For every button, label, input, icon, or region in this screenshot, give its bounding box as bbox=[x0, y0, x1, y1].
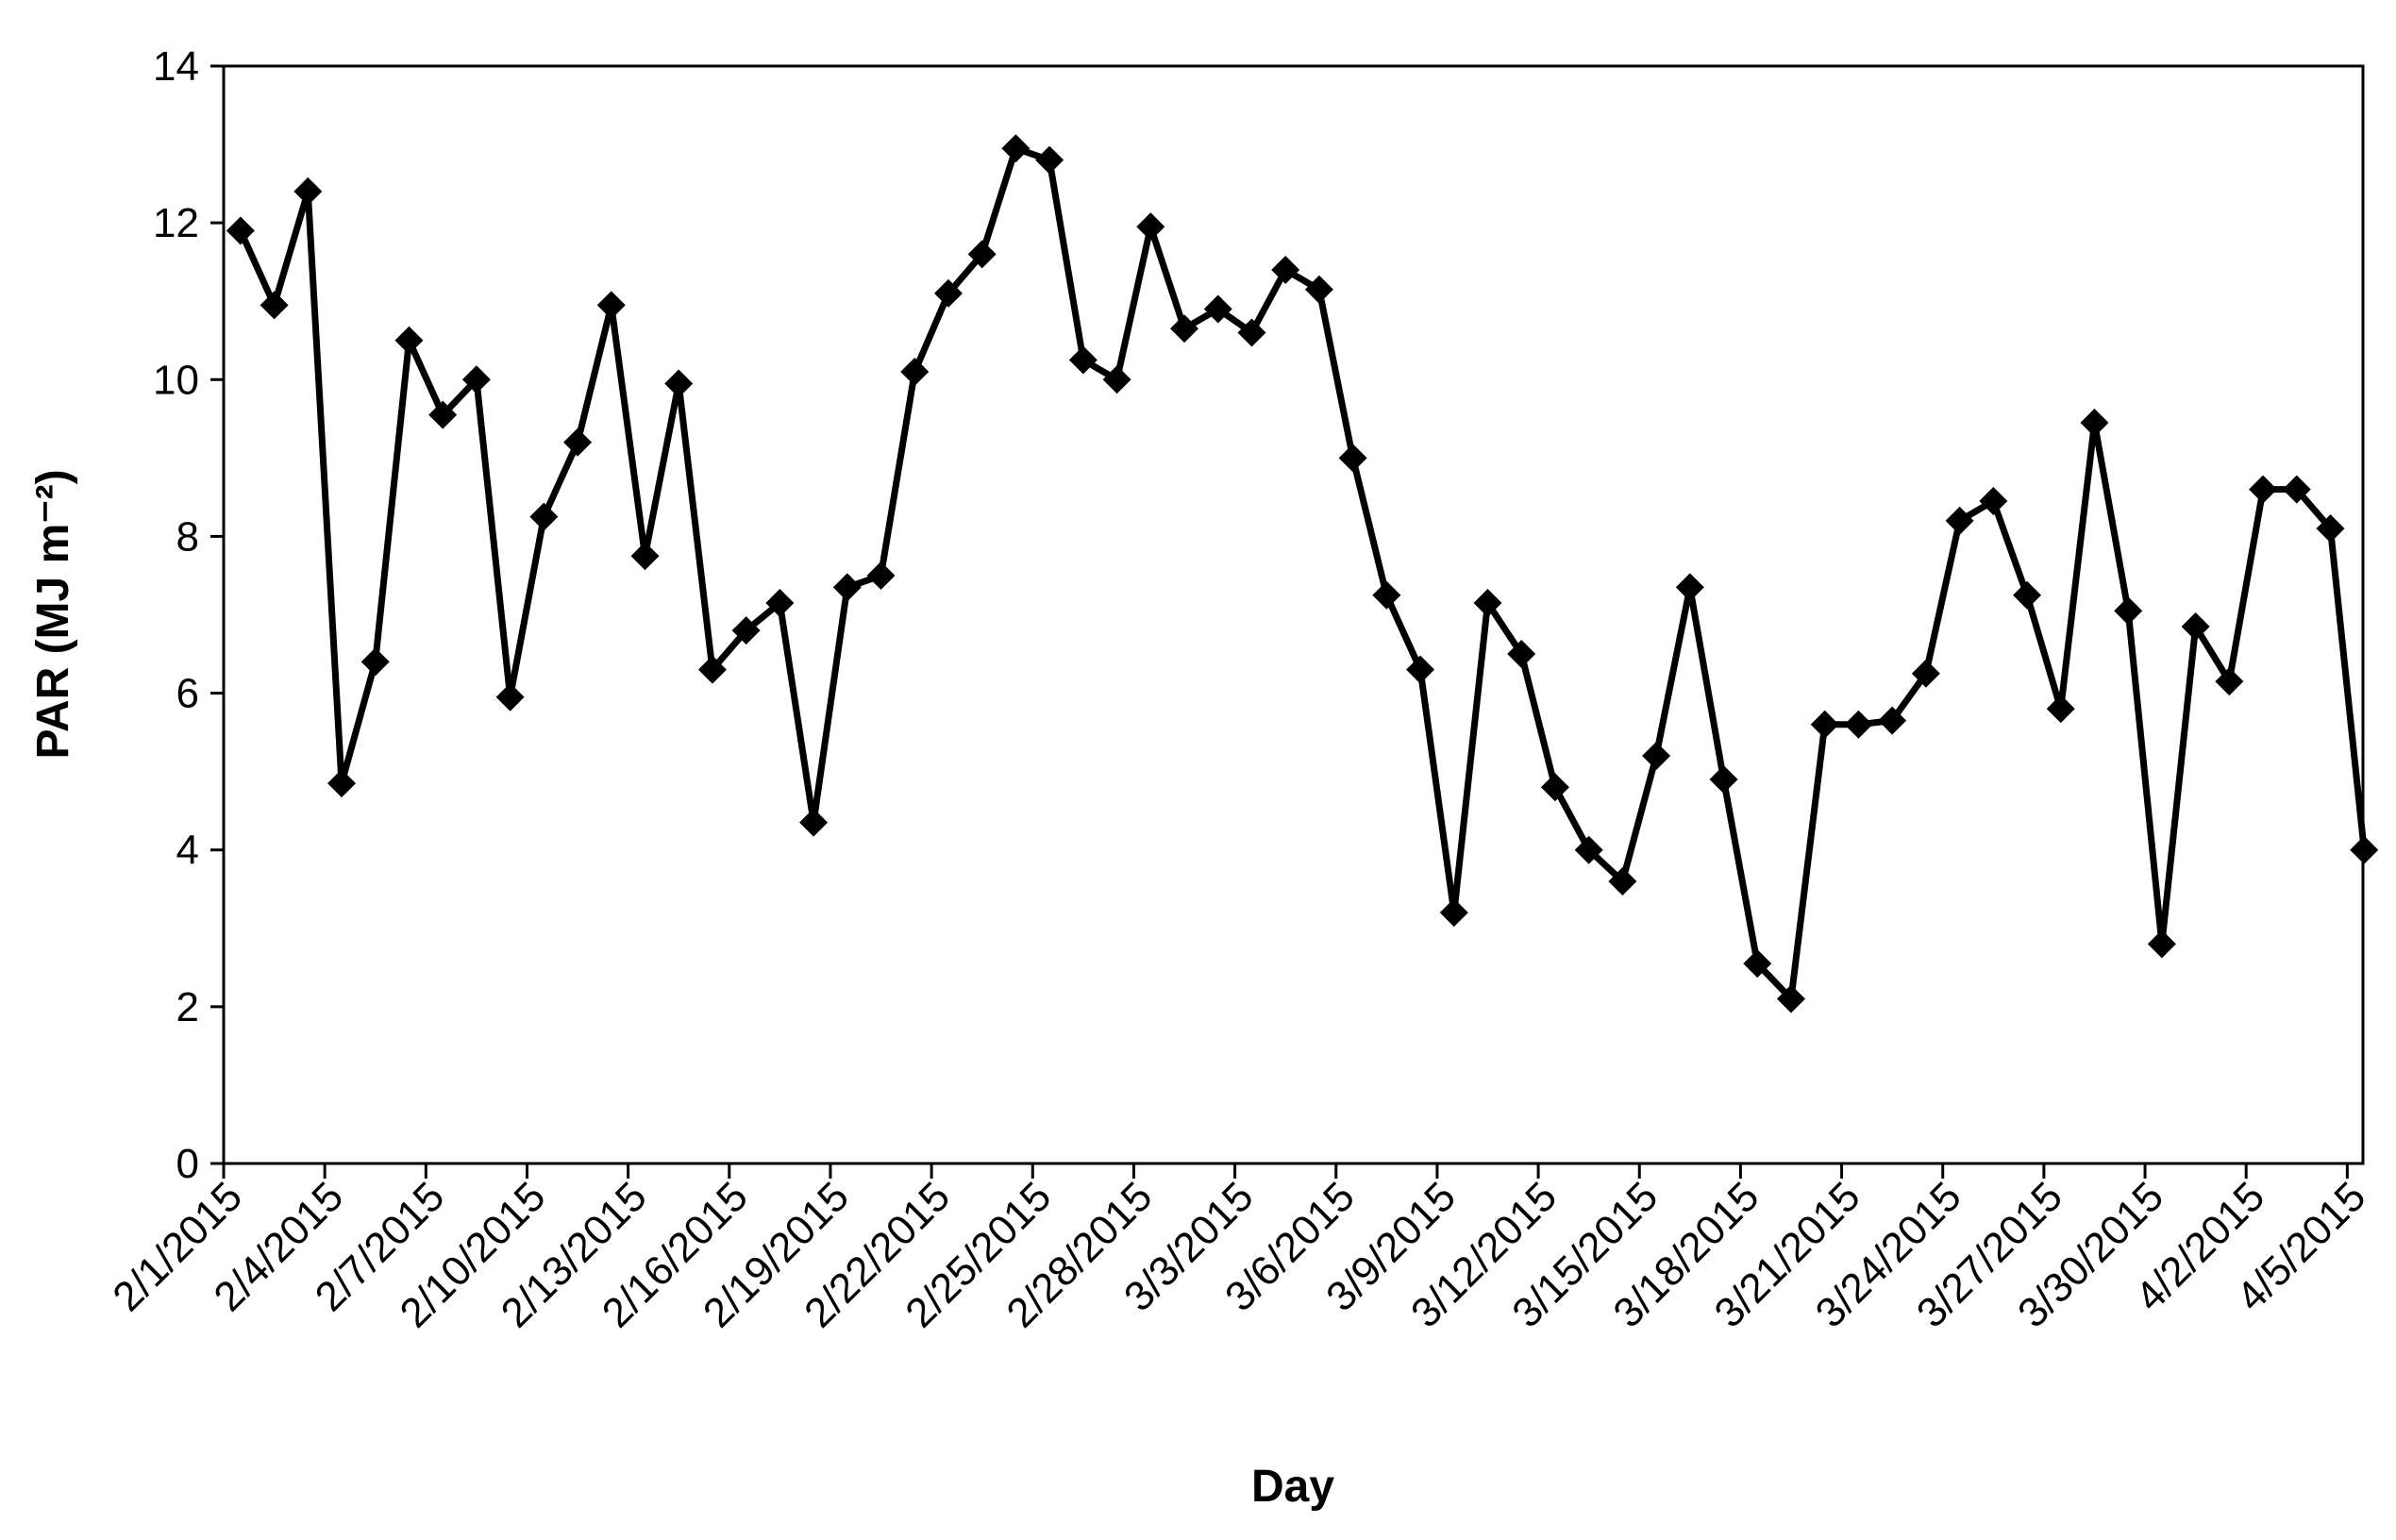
data-point bbox=[293, 176, 323, 206]
y-tick-label: 2 bbox=[176, 984, 199, 1030]
data-point bbox=[1304, 275, 1333, 304]
data-point bbox=[1473, 589, 1502, 618]
data-point bbox=[226, 216, 255, 245]
data-point bbox=[2316, 514, 2345, 544]
data-point bbox=[1642, 742, 1671, 771]
data-point bbox=[900, 357, 930, 386]
y-tick-label: 6 bbox=[176, 671, 199, 717]
data-point bbox=[1001, 134, 1030, 163]
y-axis-title: PAR (MJ m⁻²) bbox=[28, 469, 78, 759]
data-point bbox=[1979, 487, 2008, 516]
y-tick-label: 10 bbox=[153, 357, 199, 403]
data-point bbox=[2282, 475, 2311, 504]
data-point bbox=[461, 365, 491, 394]
data-point bbox=[765, 589, 795, 618]
data-point bbox=[832, 573, 862, 602]
data-point bbox=[1810, 710, 1839, 739]
data-point bbox=[1911, 659, 1940, 688]
series-line bbox=[237, 144, 2368, 1002]
data-point bbox=[1439, 898, 1468, 928]
data-point bbox=[1507, 640, 1536, 669]
data-point bbox=[1136, 212, 1165, 242]
data-point bbox=[1608, 866, 1637, 896]
data-point bbox=[1743, 949, 1772, 979]
data-point bbox=[1675, 573, 1704, 602]
data-markers bbox=[226, 134, 2379, 1013]
data-point bbox=[2046, 695, 2075, 724]
data-point bbox=[1878, 706, 1907, 735]
data-point bbox=[1068, 345, 1097, 375]
data-point bbox=[1271, 255, 1300, 284]
data-point bbox=[394, 326, 424, 355]
data-point bbox=[933, 278, 963, 308]
data-point bbox=[360, 647, 390, 677]
data-point bbox=[1776, 984, 1805, 1013]
data-point bbox=[1338, 444, 1367, 473]
data-point bbox=[1237, 318, 1266, 347]
data-point bbox=[664, 369, 694, 398]
data-point bbox=[1574, 835, 1603, 864]
y-tick-label: 8 bbox=[176, 513, 199, 560]
data-point bbox=[1170, 314, 1199, 343]
data-point bbox=[1709, 764, 1738, 794]
y-tick-label: 12 bbox=[153, 200, 199, 246]
data-point bbox=[1102, 365, 1131, 394]
y-tick-label: 0 bbox=[176, 1141, 199, 1187]
data-point bbox=[630, 542, 660, 571]
x-axis: 2/1/20152/4/20152/7/20152/10/20152/13/20… bbox=[104, 1163, 2374, 1336]
data-point bbox=[697, 655, 727, 684]
data-point bbox=[1540, 773, 1569, 802]
data-point bbox=[1406, 655, 1435, 684]
data-point bbox=[1035, 145, 1064, 175]
data-point bbox=[428, 400, 458, 429]
data-point bbox=[866, 561, 896, 590]
data-point bbox=[731, 616, 761, 645]
data-point bbox=[260, 291, 289, 320]
data-point bbox=[1844, 710, 1873, 739]
data-point bbox=[799, 808, 829, 837]
data-point bbox=[2080, 408, 2109, 437]
data-point bbox=[495, 682, 525, 711]
data-point bbox=[2181, 611, 2210, 641]
data-point bbox=[2215, 667, 2244, 696]
data-point bbox=[967, 240, 997, 269]
data-point bbox=[1945, 506, 1974, 535]
data-point bbox=[2147, 929, 2176, 959]
data-point bbox=[2114, 596, 2143, 626]
plot-frame bbox=[222, 64, 2365, 1165]
y-tick-label: 4 bbox=[176, 828, 199, 874]
data-point bbox=[2013, 580, 2042, 610]
data-point bbox=[563, 427, 593, 457]
y-axis: 0 2 4 6 8 10 12 14 bbox=[153, 43, 224, 1187]
data-point bbox=[529, 502, 559, 531]
data-point bbox=[327, 769, 357, 798]
data-point bbox=[1203, 294, 1232, 324]
data-point bbox=[2350, 835, 2379, 864]
data-point bbox=[596, 291, 626, 320]
y-tick-label: 14 bbox=[153, 43, 199, 90]
x-axis-title: Day bbox=[1251, 1462, 1334, 1512]
data-point bbox=[2249, 475, 2278, 504]
data-point bbox=[1372, 580, 1401, 610]
